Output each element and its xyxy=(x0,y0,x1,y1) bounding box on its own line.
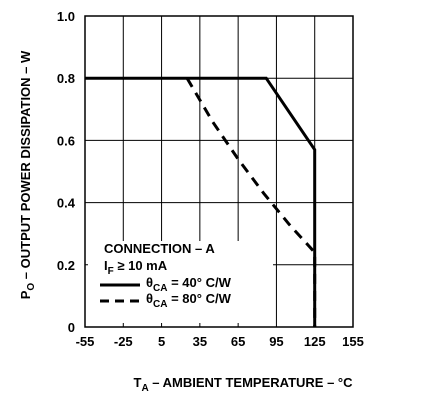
y-tick-label: 0.2 xyxy=(57,258,75,273)
y-tick-label: 0.4 xyxy=(57,196,76,211)
y-axis-title: PO – OUTPUT POWER DISSIPATION – W xyxy=(18,50,37,299)
y-tick-label: 0.6 xyxy=(57,133,75,148)
y-tick-label: 0 xyxy=(68,320,75,335)
x-tick-label: -25 xyxy=(114,334,133,349)
y-tick-label: 1.0 xyxy=(57,9,75,24)
x-tick-label: 5 xyxy=(158,334,165,349)
x-tick-label: 65 xyxy=(231,334,245,349)
y-axis-ticks: 0 0.2 0.4 0.6 0.8 1.0 xyxy=(57,9,76,335)
x-tick-label: 155 xyxy=(342,334,364,349)
x-axis-title: TA – AMBIENT TEMPERATURE – °C xyxy=(133,375,353,394)
x-tick-label: 95 xyxy=(269,334,283,349)
x-tick-label: 125 xyxy=(304,334,326,349)
x-axis-ticks: -55 -25 5 35 65 95 125 155 xyxy=(76,334,364,349)
legend-title: CONNECTION – A xyxy=(104,241,215,256)
x-tick-label: 35 xyxy=(193,334,207,349)
y-tick-label: 0.8 xyxy=(57,71,75,86)
x-tick-label: -55 xyxy=(76,334,95,349)
